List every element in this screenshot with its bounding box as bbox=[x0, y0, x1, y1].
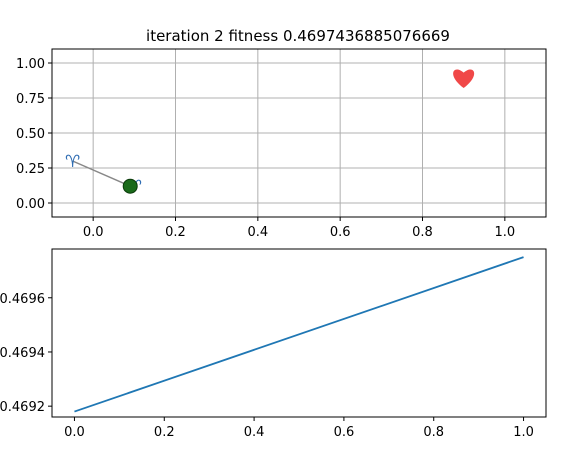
top-y-tick-label: 0.50 bbox=[16, 127, 45, 142]
agent-circle-marker bbox=[122, 178, 138, 194]
bottom-y-tick-label: 0.4692 bbox=[0, 400, 45, 415]
top-x-tick-label: 1.0 bbox=[494, 225, 515, 240]
top-x-tick-label: 0.6 bbox=[330, 225, 351, 240]
bottom-x-tick-label: 0.2 bbox=[154, 425, 175, 440]
bottom-plot-frame bbox=[51, 248, 547, 418]
top-chart-title: iteration 2 fitness 0.4697436885076669 bbox=[146, 27, 450, 45]
top-markers-layer: ♈♈ bbox=[65, 69, 475, 197]
bottom-y-tick-label: 0.4694 bbox=[0, 346, 45, 361]
bottom-y-tick-label: 0.4696 bbox=[0, 292, 45, 307]
top-y-tick-label: 0.00 bbox=[16, 197, 45, 212]
bottom-series-layer bbox=[74, 256, 524, 413]
top-x-axis-ticks: 0.0 0.2 0.4 0.6 0.8 1.0 bbox=[83, 217, 515, 240]
bottom-x-tick-label: 0.6 bbox=[334, 425, 355, 440]
aries-symbol-marker: ♈ bbox=[65, 152, 80, 172]
top-x-tick-label: 0.4 bbox=[247, 225, 268, 240]
bottom-y-axis-ticks: 0.4692 0.4694 0.4696 bbox=[0, 292, 52, 415]
top-plot-frame bbox=[51, 48, 547, 218]
top-subplot: iteration 2 fitness 0.4697436885076669 ♈… bbox=[16, 27, 547, 240]
bottom-subplot: 0.0 0.2 0.4 0.6 0.8 1.0 0.4692 0.4694 0.4696 bbox=[0, 248, 547, 440]
heart-marker bbox=[453, 69, 475, 88]
top-y-axis-ticks: 0.00 0.25 0.50 0.75 1.00 bbox=[16, 57, 52, 212]
bottom-x-axis-ticks: 0.0 0.2 0.4 0.6 0.8 1.0 bbox=[64, 417, 534, 440]
bottom-x-tick-label: 0.4 bbox=[244, 425, 265, 440]
top-y-tick-label: 0.75 bbox=[16, 92, 45, 107]
bottom-x-tick-label: 0.8 bbox=[423, 425, 444, 440]
top-x-tick-label: 0.8 bbox=[412, 225, 433, 240]
bottom-x-tick-label: 1.0 bbox=[513, 425, 534, 440]
top-grid bbox=[52, 49, 546, 217]
top-path-layer bbox=[72, 160, 131, 187]
top-y-tick-label: 0.25 bbox=[16, 162, 45, 177]
top-y-tick-label: 1.00 bbox=[16, 57, 45, 72]
bottom-series-line bbox=[74, 256, 524, 413]
top-path-line bbox=[72, 160, 131, 187]
bottom-x-tick-label: 0.0 bbox=[64, 425, 85, 440]
top-x-tick-label: 0.0 bbox=[83, 225, 104, 240]
top-x-tick-label: 0.2 bbox=[165, 225, 186, 240]
